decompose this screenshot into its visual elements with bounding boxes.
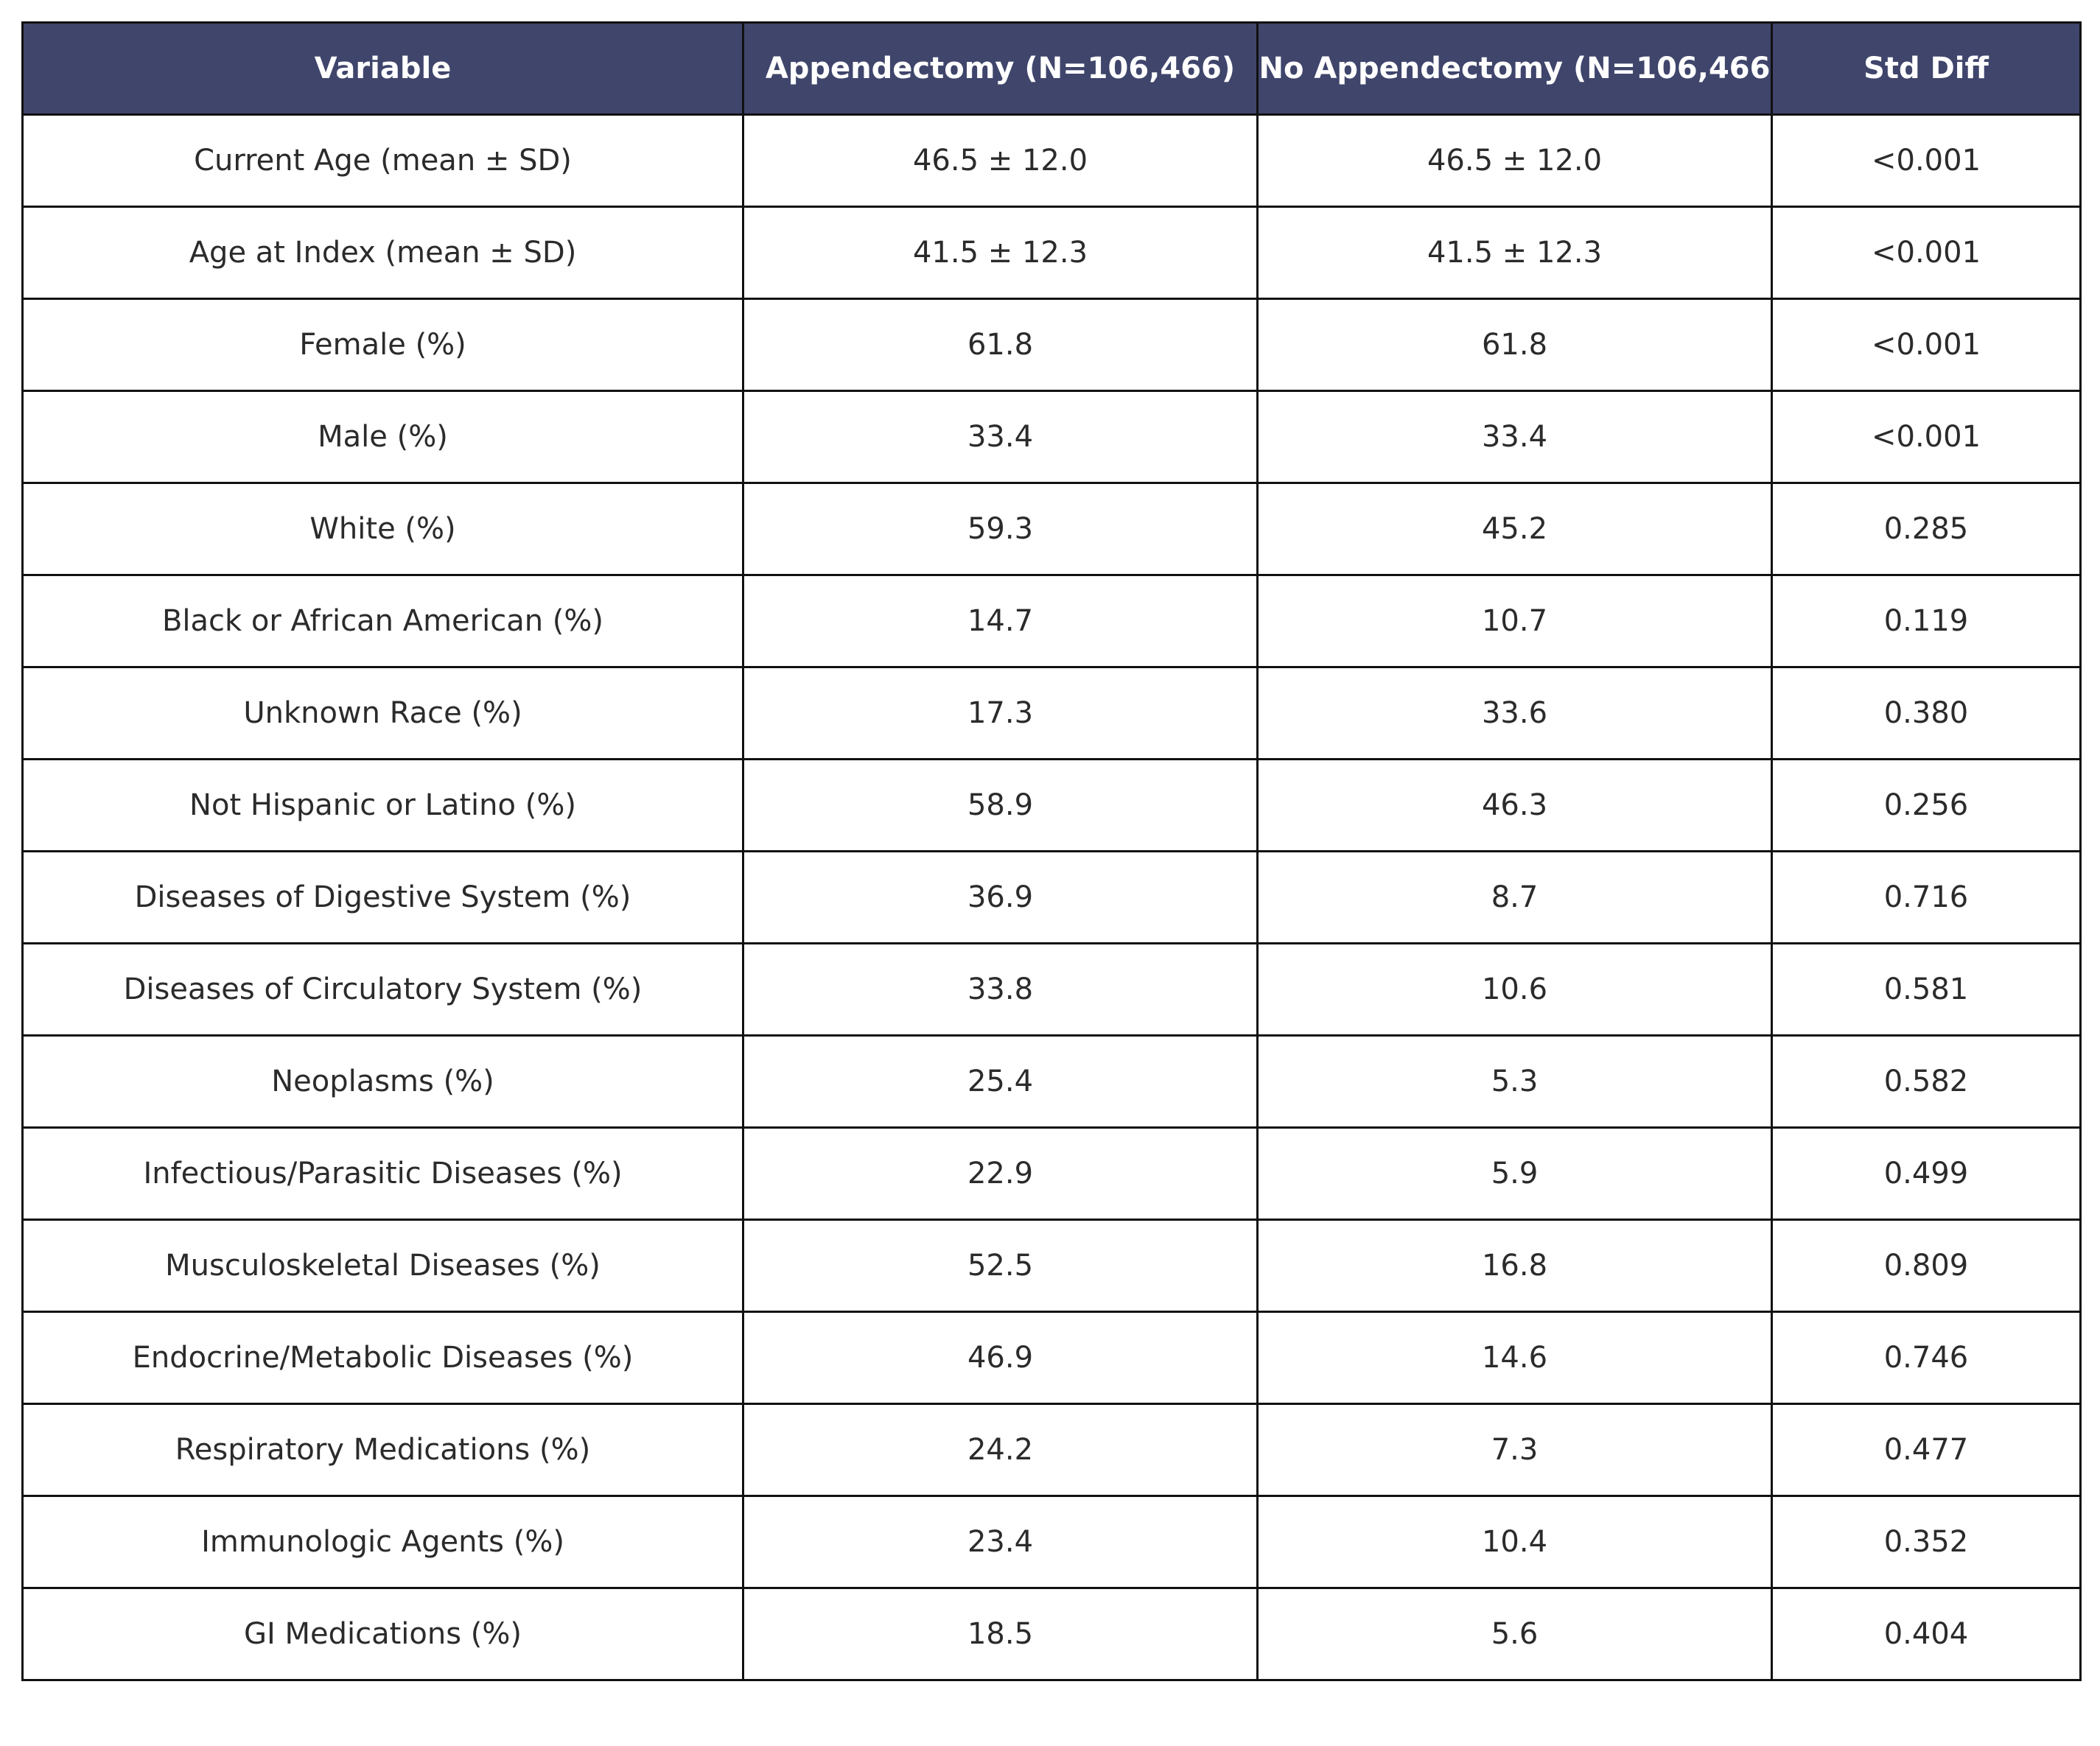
no-appendectomy-value-cell: 7.3	[1256, 1403, 1773, 1497]
std-diff-cell: 0.119	[1771, 574, 2082, 668]
variable-cell: Diseases of Digestive System (%)	[21, 850, 744, 944]
table-row: Neoplasms (%) 25.4 5.3 0.582	[21, 1034, 2082, 1129]
variable-cell: Respiratory Medications (%)	[21, 1403, 744, 1497]
std-diff-cell: 0.809	[1771, 1219, 2082, 1313]
no-appendectomy-value-cell: 41.5 ± 12.3	[1256, 206, 1773, 300]
no-appendectomy-value-cell: 5.3	[1256, 1034, 1773, 1129]
variable-cell: Black or African American (%)	[21, 574, 744, 668]
appendectomy-value-cell: 22.9	[742, 1126, 1259, 1221]
table-row: Not Hispanic or Latino (%) 58.9 46.3 0.256	[21, 758, 2082, 852]
table-row: Current Age (mean ± SD) 46.5 ± 12.0 46.5 ±…	[21, 113, 2082, 208]
table-row: Diseases of Circulatory System (%) 33.8 10…	[21, 942, 2082, 1037]
std-diff-cell: 0.499	[1771, 1126, 2082, 1221]
std-diff-cell: 0.380	[1771, 666, 2082, 760]
table-row: Respiratory Medications (%) 24.2 7.3 0.477	[21, 1403, 2082, 1497]
header-cell-no-appendectomy: No Appendectomy (N=106,466	[1256, 21, 1773, 116]
variable-cell: Endocrine/Metabolic Diseases (%)	[21, 1311, 744, 1405]
variable-cell: White (%)	[21, 482, 744, 576]
std-diff-cell: 0.285	[1771, 482, 2082, 576]
appendectomy-value-cell: 46.5 ± 12.0	[742, 113, 1259, 208]
appendectomy-value-cell: 17.3	[742, 666, 1259, 760]
std-diff-cell: 0.352	[1771, 1495, 2082, 1589]
table-row: GI Medications (%) 18.5 5.6 0.404	[21, 1587, 2082, 1681]
variable-cell: Female (%)	[21, 298, 744, 392]
variable-cell: Current Age (mean ± SD)	[21, 113, 744, 208]
no-appendectomy-value-cell: 10.7	[1256, 574, 1773, 668]
appendectomy-value-cell: 58.9	[742, 758, 1259, 852]
appendectomy-value-cell: 46.9	[742, 1311, 1259, 1405]
no-appendectomy-value-cell: 33.4	[1256, 390, 1773, 484]
table-body: Current Age (mean ± SD) 46.5 ± 12.0 46.5 ±…	[21, 113, 2082, 1681]
std-diff-cell: 0.256	[1771, 758, 2082, 852]
variable-cell: Not Hispanic or Latino (%)	[21, 758, 744, 852]
table-row: White (%) 59.3 45.2 0.285	[21, 482, 2082, 576]
appendectomy-value-cell: 59.3	[742, 482, 1259, 576]
appendectomy-value-cell: 61.8	[742, 298, 1259, 392]
variable-cell: Immunologic Agents (%)	[21, 1495, 744, 1589]
header-cell-std-diff: Std Diff	[1771, 21, 2082, 116]
no-appendectomy-value-cell: 8.7	[1256, 850, 1773, 944]
std-diff-cell: 0.746	[1771, 1311, 2082, 1405]
std-diff-cell: 0.404	[1771, 1587, 2082, 1681]
std-diff-cell: <0.001	[1771, 113, 2082, 208]
std-diff-cell: <0.001	[1771, 206, 2082, 300]
no-appendectomy-value-cell: 5.9	[1256, 1126, 1773, 1221]
std-diff-cell: 0.716	[1771, 850, 2082, 944]
baseline-characteristics-table-container: Variable Appendectomy (N=106,466) No App…	[21, 21, 2082, 1681]
appendectomy-value-cell: 41.5 ± 12.3	[742, 206, 1259, 300]
no-appendectomy-value-cell: 61.8	[1256, 298, 1773, 392]
appendectomy-value-cell: 18.5	[742, 1587, 1259, 1681]
table-row: Black or African American (%) 14.7 10.7 0.1…	[21, 574, 2082, 668]
no-appendectomy-value-cell: 10.4	[1256, 1495, 1773, 1589]
no-appendectomy-value-cell: 10.6	[1256, 942, 1773, 1037]
no-appendectomy-value-cell: 14.6	[1256, 1311, 1773, 1405]
table-row: Musculoskeletal Diseases (%) 52.5 16.8 0.80…	[21, 1219, 2082, 1313]
no-appendectomy-value-cell: 33.6	[1256, 666, 1773, 760]
table-row: Infectious/Parasitic Diseases (%) 22.9 5.9…	[21, 1126, 2082, 1221]
std-diff-cell: 0.581	[1771, 942, 2082, 1037]
table-row: Immunologic Agents (%) 23.4 10.4 0.352	[21, 1495, 2082, 1589]
baseline-characteristics-table: Variable Appendectomy (N=106,466) No App…	[21, 21, 2082, 1681]
no-appendectomy-value-cell: 46.3	[1256, 758, 1773, 852]
no-appendectomy-value-cell: 46.5 ± 12.0	[1256, 113, 1773, 208]
variable-cell: Diseases of Circulatory System (%)	[21, 942, 744, 1037]
appendectomy-value-cell: 36.9	[742, 850, 1259, 944]
appendectomy-value-cell: 14.7	[742, 574, 1259, 668]
no-appendectomy-value-cell: 5.6	[1256, 1587, 1773, 1681]
std-diff-cell: 0.582	[1771, 1034, 2082, 1129]
header-cell-appendectomy: Appendectomy (N=106,466)	[742, 21, 1259, 116]
variable-cell: Age at Index (mean ± SD)	[21, 206, 744, 300]
header-cell-variable: Variable	[21, 21, 744, 116]
table-header: Variable Appendectomy (N=106,466) No App…	[21, 21, 2082, 116]
table-row: Unknown Race (%) 17.3 33.6 0.380	[21, 666, 2082, 760]
appendectomy-value-cell: 52.5	[742, 1219, 1259, 1313]
variable-cell: Male (%)	[21, 390, 744, 484]
no-appendectomy-value-cell: 16.8	[1256, 1219, 1773, 1313]
variable-cell: GI Medications (%)	[21, 1587, 744, 1681]
appendectomy-value-cell: 23.4	[742, 1495, 1259, 1589]
appendectomy-value-cell: 33.8	[742, 942, 1259, 1037]
variable-cell: Infectious/Parasitic Diseases (%)	[21, 1126, 744, 1221]
std-diff-cell: <0.001	[1771, 298, 2082, 392]
table-row: Diseases of Digestive System (%) 36.9 8.7 0…	[21, 850, 2082, 944]
table-row: Female (%) 61.8 61.8 <0.001	[21, 298, 2082, 392]
variable-cell: Unknown Race (%)	[21, 666, 744, 760]
no-appendectomy-value-cell: 45.2	[1256, 482, 1773, 576]
table-row: Male (%) 33.4 33.4 <0.001	[21, 390, 2082, 484]
appendectomy-value-cell: 33.4	[742, 390, 1259, 484]
header-row: Variable Appendectomy (N=106,466) No App…	[21, 21, 2082, 116]
appendectomy-value-cell: 24.2	[742, 1403, 1259, 1497]
table-row: Age at Index (mean ± SD) 41.5 ± 12.3 41.5 …	[21, 206, 2082, 300]
table-row: Endocrine/Metabolic Diseases (%) 46.9 14.6…	[21, 1311, 2082, 1405]
std-diff-cell: 0.477	[1771, 1403, 2082, 1497]
variable-cell: Neoplasms (%)	[21, 1034, 744, 1129]
std-diff-cell: <0.001	[1771, 390, 2082, 484]
variable-cell: Musculoskeletal Diseases (%)	[21, 1219, 744, 1313]
appendectomy-value-cell: 25.4	[742, 1034, 1259, 1129]
